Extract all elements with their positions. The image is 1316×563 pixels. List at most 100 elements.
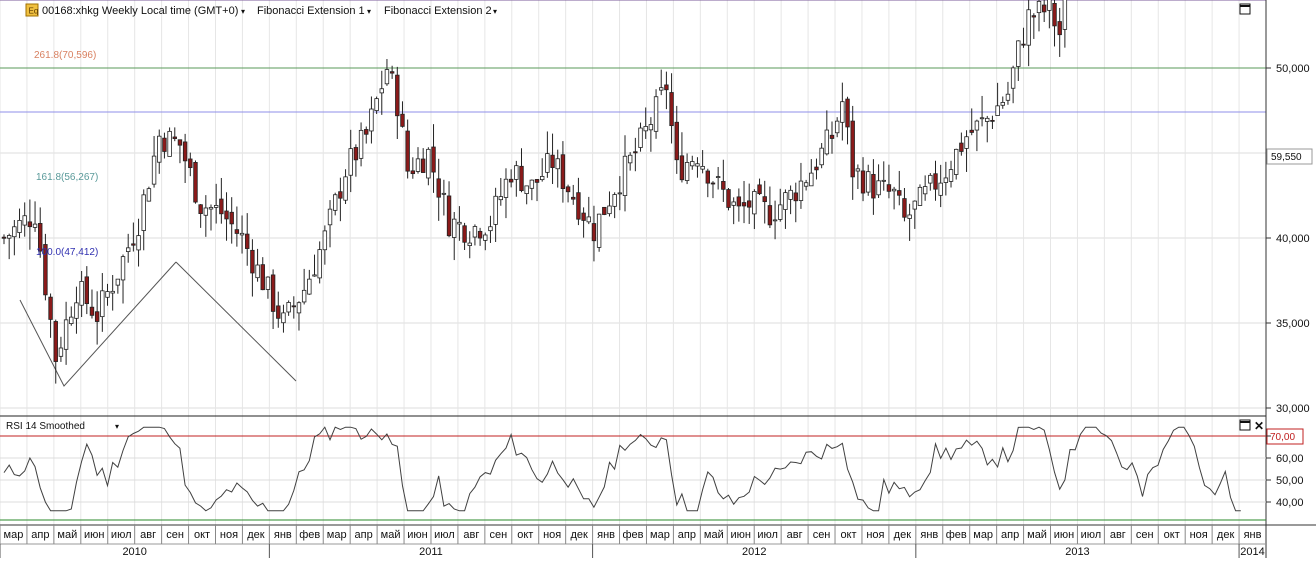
- month-label: ноя: [220, 529, 238, 541]
- candle-body: [188, 158, 193, 169]
- candle-body: [281, 312, 286, 324]
- month-label: ноя: [1190, 529, 1208, 541]
- candle-body: [167, 130, 172, 157]
- month-label: апр: [31, 529, 49, 541]
- candle-body: [245, 233, 250, 249]
- candle-body: [63, 319, 69, 350]
- rsi-title[interactable]: RSI 14 Smoothed: [6, 421, 85, 432]
- month-label: окт: [194, 529, 210, 541]
- last-price-label: 59,550: [1271, 152, 1302, 163]
- last-price-box: [1266, 148, 1313, 165]
- candle-body: [612, 194, 617, 207]
- candle-body: [866, 171, 871, 193]
- month-label: апр: [355, 529, 373, 541]
- rsi-overbought-label: 70,00: [1270, 432, 1295, 443]
- month-label: янв: [597, 529, 615, 541]
- candle-body: [1010, 67, 1016, 89]
- study1-dropdown-icon[interactable]: ▾: [367, 7, 371, 16]
- candle-body: [265, 276, 271, 290]
- candle-body: [270, 274, 276, 312]
- candle-body: [995, 105, 1000, 116]
- candle-body: [534, 179, 540, 183]
- rsi-dropdown-icon[interactable]: ▾: [115, 422, 119, 431]
- instrument-icon[interactable]: [25, 3, 39, 17]
- study-fib-extension-2[interactable]: Fibonacci Extension 2: [384, 5, 492, 17]
- month-label: апр: [1001, 529, 1019, 541]
- rsi-maximize-icon[interactable]: [1239, 419, 1251, 431]
- candle-body: [855, 168, 861, 172]
- month-label: авг: [1110, 529, 1126, 541]
- month-label: апр: [678, 529, 696, 541]
- candle-body: [886, 184, 892, 192]
- month-label: июн: [84, 529, 104, 541]
- candle-body: [483, 234, 488, 241]
- candle-body: [715, 176, 721, 178]
- candle-body: [348, 148, 353, 176]
- candle-body: [648, 124, 654, 131]
- candle-body: [1, 236, 7, 239]
- candle-body: [250, 249, 255, 274]
- candle-body: [12, 226, 17, 238]
- instrument-dropdown-icon[interactable]: ▾: [241, 7, 245, 16]
- candle-body: [384, 69, 390, 85]
- candle-body: [203, 207, 209, 216]
- candle-body: [58, 347, 64, 357]
- study2-dropdown-icon[interactable]: ▾: [493, 7, 497, 16]
- candle-body: [32, 223, 38, 228]
- price-tick-label: 30,000: [1276, 403, 1310, 415]
- candle-body: [954, 148, 959, 175]
- candle-body: [400, 113, 405, 127]
- candle-body: [151, 155, 157, 185]
- month-label: авг: [140, 529, 156, 541]
- fib-extension-1-lines[interactable]: [19, 261, 177, 387]
- candle-body: [452, 218, 457, 238]
- fib-extension-2-lines[interactable]: [175, 261, 297, 382]
- candle-body: [948, 169, 954, 182]
- maximize-panel-icon[interactable]: [1239, 3, 1251, 15]
- month-label: сен: [489, 529, 507, 541]
- month-label: июл: [111, 529, 132, 541]
- candle-body: [793, 192, 798, 202]
- instrument-label[interactable]: 00168:xhkg Weekly Local time (GMT+0): [42, 5, 238, 17]
- candle-body: [446, 195, 452, 237]
- candle-body: [488, 226, 493, 232]
- candle-body: [633, 151, 638, 154]
- candle-body: [602, 206, 607, 215]
- month-label: июл: [1081, 529, 1102, 541]
- month-label: июл: [757, 529, 778, 541]
- candle-body: [1000, 102, 1005, 106]
- candle-body: [659, 87, 664, 91]
- candle-body: [731, 201, 736, 206]
- candle-body: [110, 290, 115, 294]
- grid: [0, 0, 1267, 525]
- candle-body: [69, 316, 74, 325]
- candle-body: [198, 204, 203, 214]
- price-tick-label: 35,000: [1276, 318, 1310, 330]
- candle-body: [736, 196, 742, 207]
- candle-body: [969, 129, 974, 133]
- candle-body: [74, 302, 79, 319]
- candle-body: [819, 147, 824, 166]
- candle-body: [115, 278, 121, 286]
- rsi-tick-label: 60,00: [1276, 453, 1304, 465]
- candle-body: [503, 178, 509, 198]
- candle-body: [669, 92, 674, 127]
- candle-body: [1041, 4, 1047, 13]
- rsi-close-icon[interactable]: ✕: [1254, 419, 1264, 433]
- study-fib-extension-1[interactable]: Fibonacci Extension 1: [257, 5, 365, 17]
- candle-body: [876, 180, 881, 196]
- candle-body: [591, 223, 597, 242]
- candle-body: [684, 162, 690, 181]
- candle-body: [395, 74, 400, 117]
- candle-body: [53, 321, 58, 362]
- price-tick-label: 50,000: [1276, 63, 1310, 75]
- candle-body: [674, 121, 679, 161]
- candle-body: [1016, 40, 1021, 67]
- month-label: июн: [1054, 529, 1074, 541]
- candle-body: [979, 117, 985, 120]
- candle-body: [332, 194, 338, 211]
- candle-body: [757, 184, 762, 195]
- candle-body: [322, 230, 328, 251]
